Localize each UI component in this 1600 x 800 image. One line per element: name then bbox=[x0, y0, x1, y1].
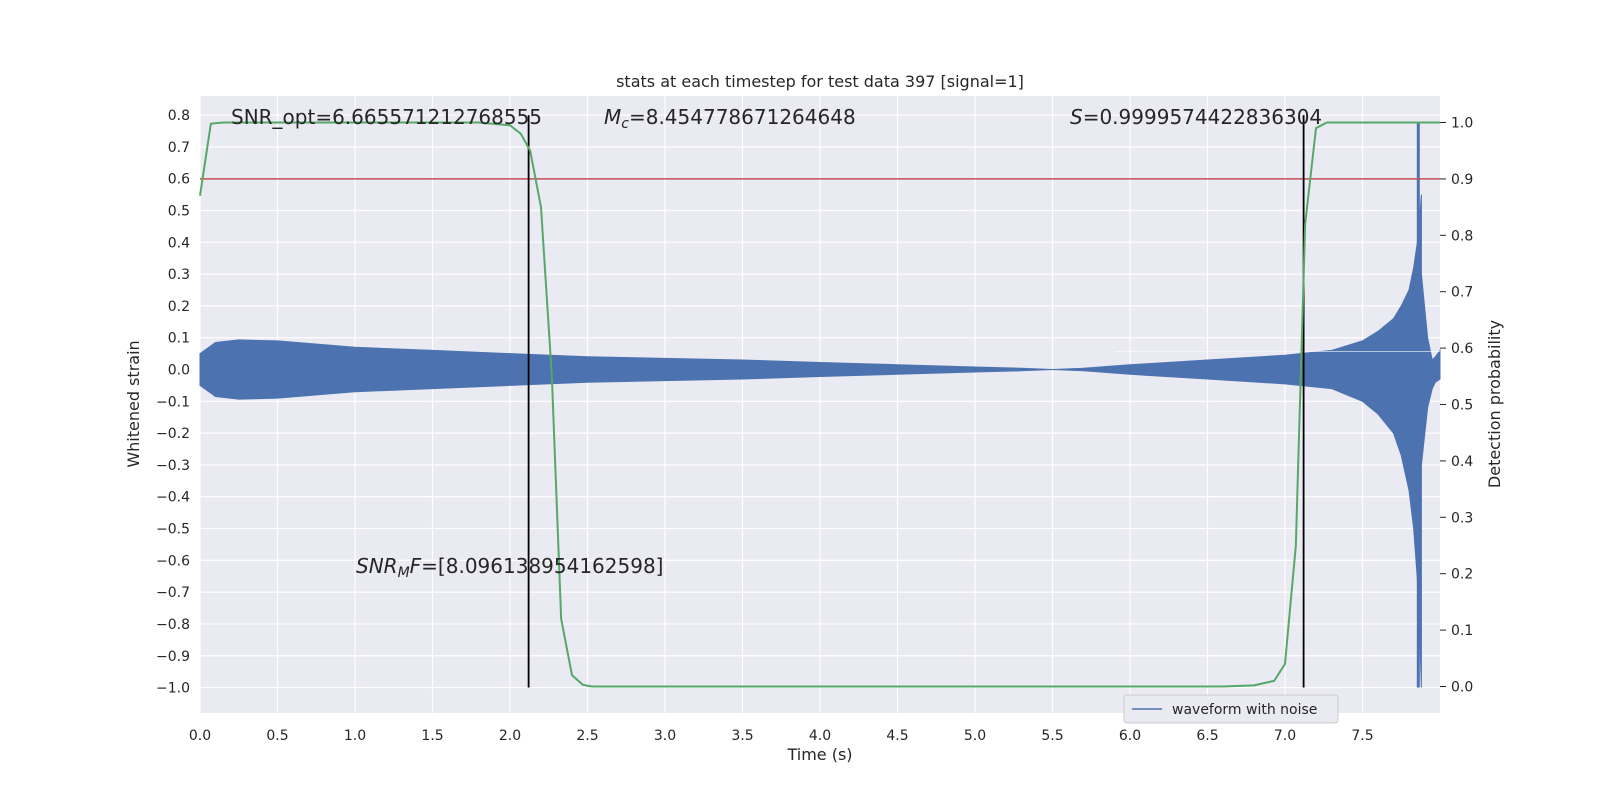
annotation-s: S=0.9999574422836304 bbox=[1070, 105, 1322, 129]
x-tick-label: 3.5 bbox=[731, 728, 753, 744]
detection-probability-line bbox=[199, 121, 1440, 688]
y-tick-label: 0.8 bbox=[168, 108, 190, 124]
x-tick-label: 0.0 bbox=[189, 728, 211, 744]
x-tick-label: 2.0 bbox=[499, 728, 521, 744]
x-tick-label: 6.5 bbox=[1196, 728, 1218, 744]
x-tick-label: 1.5 bbox=[421, 728, 443, 744]
annotation-snr-opt: SNR_opt=6.665571212768555 bbox=[231, 105, 542, 129]
y-tick-label: −0.4 bbox=[156, 490, 190, 506]
y-tick-label: −0.1 bbox=[156, 394, 190, 410]
x-tick-label: 4.5 bbox=[886, 728, 908, 744]
y2-ticks: 1.0 0.9 0.8 0.7 0.6 0.5 0.4 0.3 0.2 0.1 0.0 bbox=[1440, 116, 1473, 695]
y2-tick-label: 0.2 bbox=[1451, 567, 1473, 583]
y-tick-label: −0.2 bbox=[156, 426, 190, 442]
waveform-envelope bbox=[199, 194, 1422, 688]
y-tick-label: 0.5 bbox=[168, 203, 190, 219]
x-tick-label: 1.0 bbox=[344, 728, 366, 744]
y2-tick-label: 0.3 bbox=[1451, 510, 1473, 526]
x-tick-label: 2.5 bbox=[576, 728, 598, 744]
y2-tick-label: 0.6 bbox=[1451, 341, 1473, 357]
y-tick-label: 0.2 bbox=[168, 299, 190, 315]
y2-tick-label: 0.4 bbox=[1451, 454, 1473, 470]
y-tick-label: −0.7 bbox=[156, 585, 190, 601]
waveform-ringdown bbox=[1420, 274, 1441, 465]
y-tick-label: −0.6 bbox=[156, 553, 190, 569]
y2-axis-label: Detection probability bbox=[1485, 320, 1504, 488]
x-tick-label: 5.0 bbox=[964, 728, 986, 744]
y2-tick-label: 0.0 bbox=[1451, 679, 1473, 695]
y-tick-label: 0.0 bbox=[168, 363, 190, 379]
x-tick-label: 5.5 bbox=[1041, 728, 1063, 744]
y2-tick-label: 0.8 bbox=[1451, 228, 1473, 244]
y-tick-label: 0.1 bbox=[168, 331, 190, 347]
x-tick-label: 4.0 bbox=[809, 728, 831, 744]
y2-tick-label: 0.7 bbox=[1451, 285, 1473, 301]
legend-box bbox=[1123, 694, 1339, 724]
y-tick-label: 0.3 bbox=[168, 267, 190, 283]
y-tick-label: −0.3 bbox=[156, 458, 190, 474]
legend: waveform with noise bbox=[1123, 694, 1339, 724]
x-tick-label: 3.0 bbox=[654, 728, 676, 744]
x-tick-label: 6.0 bbox=[1119, 728, 1141, 744]
annotation-snr-mf: SNRMF=[8.096138954162598] bbox=[356, 554, 664, 581]
y-tick-label: 0.4 bbox=[168, 235, 190, 251]
x-tick-label: 7.0 bbox=[1274, 728, 1296, 744]
y-tick-label: 0.6 bbox=[168, 172, 190, 188]
y2-tick-label: 0.9 bbox=[1451, 172, 1473, 188]
x-ticks: 0.0 0.5 1.0 1.5 2.0 2.5 3.0 3.5 4.0 4.5 5.0 5.5 6.0 6… bbox=[189, 728, 1374, 744]
legend-label-waveform: waveform with noise bbox=[1172, 702, 1317, 718]
y2-tick-label: 1.0 bbox=[1451, 116, 1473, 132]
y-tick-label: −0.5 bbox=[156, 522, 190, 538]
x-tick-label: 7.5 bbox=[1351, 728, 1373, 744]
y-tick-label: −0.8 bbox=[156, 617, 190, 633]
y2-tick-label: 0.5 bbox=[1451, 398, 1473, 414]
y-ticks: 0.8 0.7 0.6 0.5 0.4 0.3 0.2 0.1 0.0 −0.1 −0.2 −0.3 −… bbox=[156, 108, 190, 696]
chart-title: stats at each timestep for test data 397… bbox=[616, 72, 1024, 91]
y-axis-label: Whitened strain bbox=[124, 340, 143, 467]
x-axis-label: Time (s) bbox=[786, 745, 852, 764]
y2-tick-label: 0.1 bbox=[1451, 623, 1473, 639]
grid bbox=[199, 96, 1440, 713]
y-tick-label: 0.7 bbox=[168, 140, 190, 156]
marks bbox=[199, 115, 1441, 688]
annotation-chirp-mass: Mc=8.454778671264648 bbox=[604, 105, 856, 132]
y-tick-label: −0.9 bbox=[156, 649, 190, 665]
x-tick-label: 0.5 bbox=[266, 728, 288, 744]
y-tick-label: −1.0 bbox=[156, 681, 190, 697]
